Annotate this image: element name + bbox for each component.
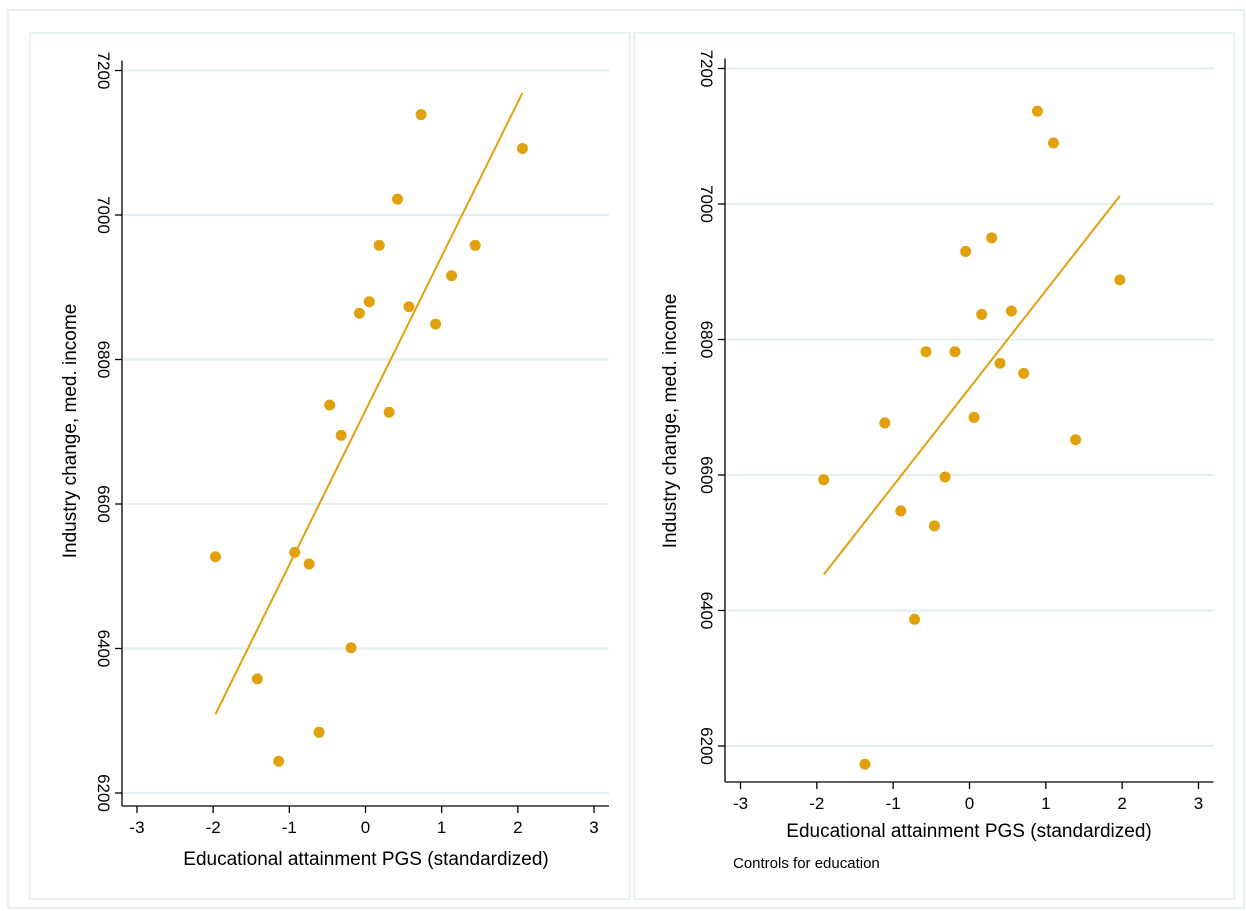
data-point: [430, 318, 442, 330]
data-point: [920, 346, 932, 358]
data-point: [335, 429, 347, 441]
panel-left-border: [29, 32, 631, 900]
x-tick-label: -1: [282, 818, 297, 837]
panel-left-gridlines: [122, 69, 610, 794]
data-point: [928, 520, 940, 532]
x-tick-label: -2: [809, 794, 824, 813]
data-point: [1018, 367, 1030, 379]
panel-right-axes: 6200 6400 6600 6800 7000 7200 -3 -2 -1 0 1 2 3: [697, 50, 1214, 813]
data-point: [949, 346, 961, 358]
data-point: [879, 417, 891, 429]
y-tick-label: 7200: [94, 52, 113, 90]
x-tick-label: -3: [733, 794, 748, 813]
data-point: [986, 232, 998, 244]
data-point: [415, 109, 427, 121]
x-tick-label: 3: [1194, 794, 1203, 813]
data-point: [960, 245, 972, 257]
panel-right-x-axis-title: Educational attainment PGS (standardized…: [786, 821, 1151, 842]
data-point: [446, 270, 458, 282]
panel-left-fit-line: [214, 92, 524, 715]
panel-right-y-axis-title: Industry change, med. income: [660, 294, 681, 549]
panel-left: 6200 6400 6600 6800 7000 7200 -3 -2 -1 0 1 2 3 Educa…: [29, 32, 631, 900]
data-point: [383, 406, 395, 418]
data-point: [313, 726, 325, 738]
x-tick-label: 3: [589, 818, 598, 837]
y-tick-label: 6600: [94, 485, 113, 523]
data-point: [939, 471, 951, 483]
data-point: [373, 239, 385, 251]
data-point: [1005, 305, 1017, 317]
data-point: [968, 411, 980, 423]
data-point: [303, 558, 315, 570]
y-tick-label: 6400: [697, 592, 716, 630]
data-point: [363, 296, 375, 308]
data-point: [516, 143, 528, 155]
y-tick-label: 6800: [697, 321, 716, 359]
fit-line: [214, 92, 524, 715]
data-point: [895, 505, 907, 517]
y-tick-label: 7000: [94, 196, 113, 234]
data-point: [859, 758, 871, 770]
panel-left-points: [209, 109, 528, 767]
x-tick-label: 2: [1117, 794, 1126, 813]
data-point: [289, 546, 301, 558]
y-tick-label: 6800: [94, 341, 113, 379]
data-point: [909, 613, 921, 625]
x-tick-label: -3: [129, 818, 144, 837]
y-tick-label: 6600: [697, 456, 716, 494]
x-tick-label: -2: [206, 818, 221, 837]
data-point: [209, 551, 221, 563]
panel-right: 6200 6400 6600 6800 7000 7200 -3 -2 -1 0 1 2 3 Educa…: [633, 32, 1235, 900]
x-tick-label: 1: [437, 818, 446, 837]
data-point: [273, 755, 285, 767]
y-tick-label: 6200: [697, 727, 716, 765]
data-point: [818, 474, 830, 486]
y-tick-label: 7200: [697, 50, 716, 88]
data-point: [469, 239, 481, 251]
data-point: [1070, 434, 1082, 446]
y-tick-label: 6400: [94, 630, 113, 668]
y-tick-label: 6200: [94, 774, 113, 812]
x-tick-label: 1: [1041, 794, 1050, 813]
panel-left-axes: 6200 6400 6600 6800 7000 7200 -3 -2 -1 0 1 2 3: [94, 52, 610, 837]
data-point: [1047, 137, 1059, 149]
data-point: [1031, 105, 1043, 117]
x-tick-label: 2: [513, 818, 522, 837]
data-point: [403, 301, 415, 313]
data-point: [994, 357, 1006, 369]
data-point: [324, 399, 336, 411]
panel-right-note: Controls for education: [733, 855, 880, 872]
data-point: [251, 673, 263, 685]
data-point: [345, 642, 357, 654]
data-point: [391, 193, 403, 205]
data-point: [1114, 274, 1126, 286]
panel-left-x-axis-title: Educational attainment PGS (standardized…: [183, 849, 548, 870]
x-tick-label: -1: [886, 794, 901, 813]
panel-right-fit-line: [822, 195, 1121, 576]
x-tick-label: 0: [965, 794, 974, 813]
x-tick-label: 0: [361, 818, 370, 837]
panel-left-y-axis-title: Industry change, med. income: [60, 304, 81, 559]
data-point: [353, 307, 365, 319]
panel-right-border: [633, 32, 1235, 900]
data-point: [976, 308, 988, 320]
y-tick-label: 7000: [697, 185, 716, 223]
fit-line: [822, 195, 1121, 576]
panel-right-gridlines: [725, 67, 1214, 747]
panel-right-points: [818, 105, 1126, 770]
